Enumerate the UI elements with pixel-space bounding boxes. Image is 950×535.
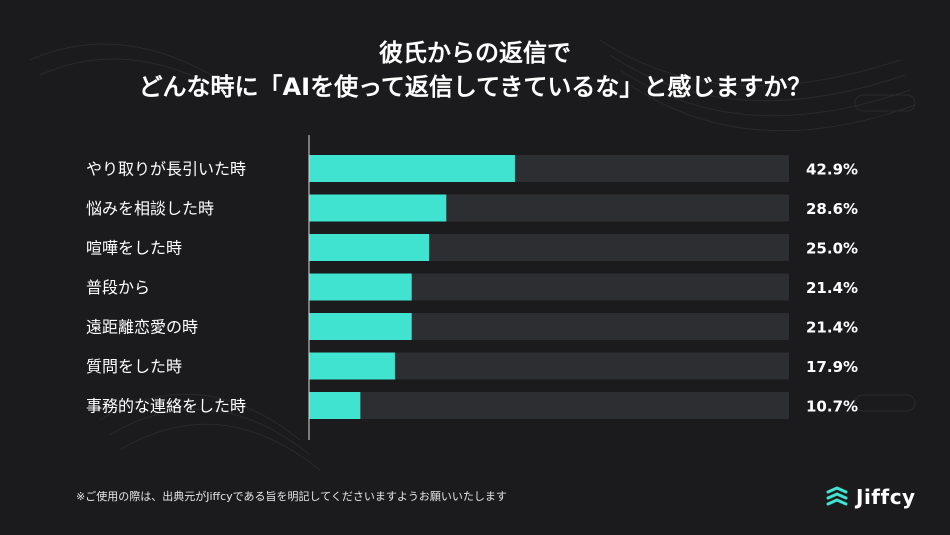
value-label: 28.6% <box>806 200 858 218</box>
bar <box>309 194 447 222</box>
bar <box>309 273 412 301</box>
brand: Jiffcy <box>824 480 916 514</box>
category-label: やり取りが長引いた時 <box>86 160 246 179</box>
title-line-2: どんな時に「AIを使って返信してきているな」と感じますか？ <box>138 73 812 101</box>
category-label: 普段から <box>86 278 150 297</box>
value-label: 42.9% <box>806 161 858 179</box>
usage-footnote: ※ご使用の際は、出典元がJiffcyである旨を明記してくださいますようお願いいた… <box>76 490 507 503</box>
category-label: 悩みを相談した時 <box>86 199 214 218</box>
value-label: 10.7% <box>806 398 858 416</box>
value-label: 21.4% <box>806 319 858 337</box>
category-label: 遠距離恋愛の時 <box>86 318 198 337</box>
bar <box>309 313 412 340</box>
title-line-1: 彼氏からの返信で <box>379 39 571 67</box>
bar <box>309 155 515 182</box>
value-label: 25.0% <box>806 240 858 258</box>
bar <box>309 352 395 380</box>
bar-track <box>309 392 789 419</box>
value-label: 21.4% <box>806 279 858 297</box>
value-label: 17.9% <box>806 358 858 376</box>
bar <box>309 234 429 261</box>
category-label: 喧嘩をした時 <box>86 239 182 258</box>
brand-name: Jiffcy <box>856 485 916 509</box>
category-label: 質問をした時 <box>86 357 182 376</box>
stacked-chevrons-icon <box>826 486 848 506</box>
chart-title: 彼氏からの返信で どんな時に「AIを使って返信してきているな」と感じますか？ <box>0 36 950 104</box>
category-label: 事務的な連絡をした時 <box>86 397 246 416</box>
bar <box>309 392 361 419</box>
